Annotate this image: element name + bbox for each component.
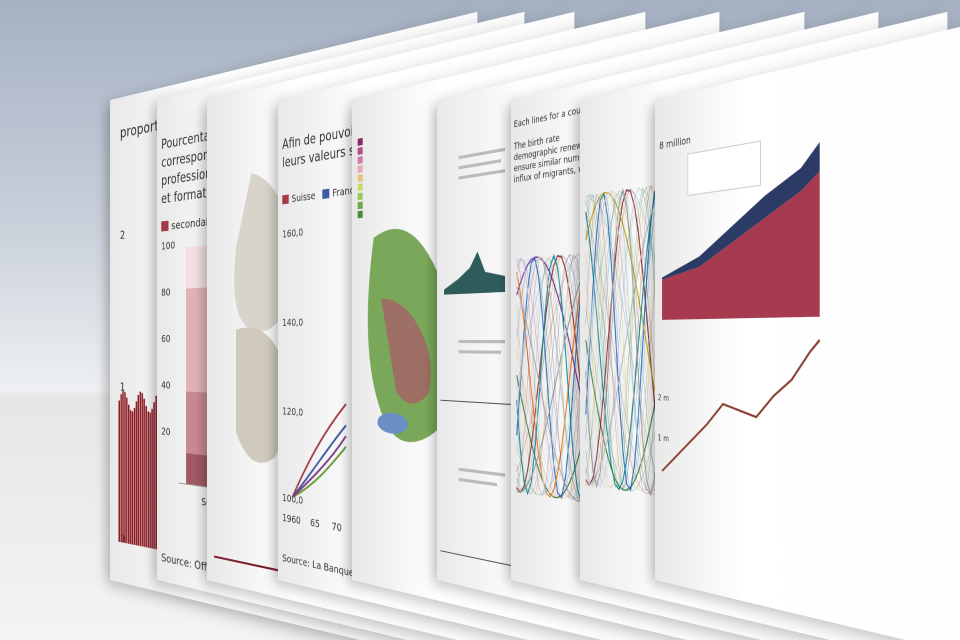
sheet bbox=[437, 11, 805, 640]
map-shape bbox=[234, 166, 292, 332]
legend-label: secondaire bbox=[171, 215, 217, 233]
axis bbox=[441, 400, 514, 404]
annotation bbox=[688, 141, 761, 195]
bar bbox=[118, 400, 120, 542]
bar bbox=[147, 411, 149, 548]
legend-swatch bbox=[357, 165, 363, 174]
sheet-chart: 8 million 2 m 1 m bbox=[658, 135, 960, 640]
axis-label: 8 million bbox=[659, 135, 690, 153]
area bbox=[444, 249, 505, 295]
y-tick-label: 1 bbox=[120, 381, 125, 394]
map-shape bbox=[381, 296, 431, 405]
y-tick-label: 60 bbox=[161, 334, 170, 346]
bar bbox=[131, 411, 134, 545]
legend-swatch bbox=[357, 156, 363, 165]
y-tick-label: 40 bbox=[161, 380, 170, 392]
bar bbox=[139, 391, 142, 547]
map-shape bbox=[236, 327, 290, 467]
legend-swatch bbox=[357, 183, 363, 192]
line bbox=[662, 340, 820, 491]
bar bbox=[153, 402, 155, 549]
bar bbox=[122, 390, 124, 543]
legend-swatch bbox=[161, 220, 169, 232]
x-tick-label: 1960 bbox=[282, 513, 300, 528]
bar bbox=[129, 410, 132, 545]
axis bbox=[441, 551, 514, 566]
sheet-map bbox=[357, 137, 455, 447]
line bbox=[586, 264, 663, 496]
sheet: 8 million 2 m 1 m bbox=[655, 11, 960, 640]
legend-label: Suisse bbox=[292, 191, 316, 206]
bar bbox=[126, 397, 128, 544]
y-tick-label: 100,0 bbox=[282, 493, 303, 508]
bar bbox=[143, 398, 145, 547]
sheet bbox=[352, 11, 720, 640]
legend-swatch bbox=[357, 146, 363, 155]
bar bbox=[149, 412, 151, 549]
bar bbox=[186, 391, 259, 462]
legend-swatch bbox=[357, 192, 363, 201]
sheet-map bbox=[207, 166, 574, 640]
legend-swatch bbox=[357, 137, 363, 146]
y-tick-label: 2 bbox=[120, 229, 125, 242]
y-tick-label: 80 bbox=[161, 287, 170, 299]
x-tick-label: 70 bbox=[332, 521, 342, 535]
bar bbox=[186, 453, 259, 495]
y-tick-label: 140,0 bbox=[282, 317, 303, 329]
bar bbox=[141, 393, 144, 547]
bar bbox=[124, 392, 126, 544]
y-tick-label: 100 bbox=[161, 240, 175, 253]
sheet bbox=[207, 11, 575, 640]
y-tick-label: 160,0 bbox=[282, 227, 303, 241]
bar bbox=[151, 408, 153, 549]
y-tick-label: 2 m bbox=[658, 393, 669, 403]
bar bbox=[137, 394, 140, 546]
map-shape bbox=[367, 222, 455, 447]
bar bbox=[135, 401, 138, 546]
bar bbox=[127, 404, 130, 544]
legend-swatch bbox=[282, 194, 289, 205]
bar bbox=[120, 394, 122, 543]
sheet-chart bbox=[437, 147, 804, 640]
legend-swatch bbox=[357, 174, 363, 183]
bar bbox=[145, 405, 147, 548]
y-tick-label: 1 m bbox=[658, 433, 669, 443]
y-tick-label: 120,0 bbox=[282, 406, 303, 419]
x-tick-label: 65 bbox=[310, 518, 320, 532]
y-tick-label: 0 bbox=[120, 533, 125, 547]
legend-swatch bbox=[357, 210, 363, 219]
legend-swatch bbox=[357, 201, 363, 210]
y-tick-label: 20 bbox=[161, 426, 170, 438]
bar bbox=[133, 407, 136, 546]
legend-swatch bbox=[322, 188, 330, 200]
